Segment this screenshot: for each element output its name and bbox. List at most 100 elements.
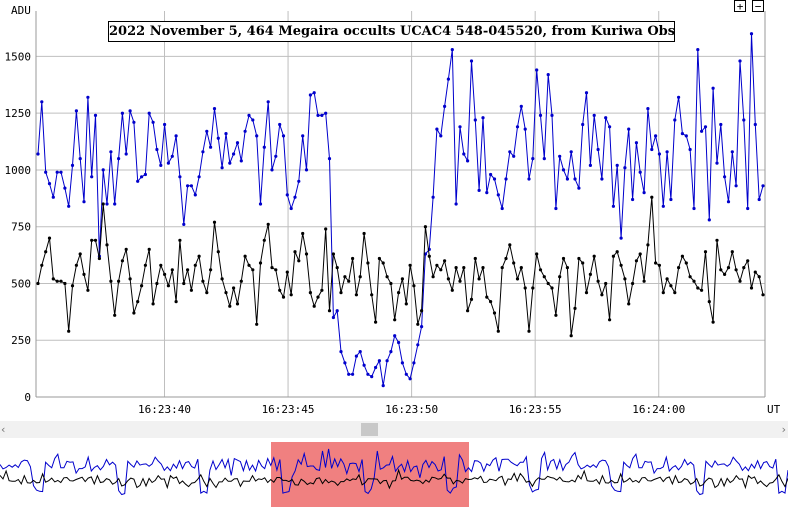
data-point xyxy=(381,384,385,388)
data-point xyxy=(304,252,309,256)
data-point xyxy=(404,372,408,376)
data-point xyxy=(608,125,612,129)
data-point xyxy=(197,254,201,258)
data-point xyxy=(654,134,658,138)
data-point xyxy=(492,177,497,181)
data-point xyxy=(703,250,708,254)
data-point xyxy=(335,309,339,313)
data-point xyxy=(446,77,450,81)
data-point xyxy=(519,104,523,108)
data-point xyxy=(657,263,662,267)
data-point xyxy=(550,286,554,290)
data-point xyxy=(458,279,462,283)
data-point xyxy=(700,129,704,133)
overview-series xyxy=(0,448,788,496)
data-point xyxy=(715,161,719,165)
data-point xyxy=(293,195,297,199)
data-point xyxy=(258,202,263,206)
data-point xyxy=(469,297,474,301)
data-point xyxy=(370,293,374,297)
data-point xyxy=(600,293,604,297)
data-point xyxy=(489,300,493,304)
data-point xyxy=(546,281,550,286)
data-point xyxy=(515,277,520,281)
data-point xyxy=(746,259,750,263)
data-point xyxy=(209,268,213,272)
data-point xyxy=(205,291,209,295)
data-point xyxy=(408,263,412,267)
data-point xyxy=(757,275,761,279)
data-point xyxy=(170,154,174,158)
scroll-left-arrow[interactable]: ‹ xyxy=(1,423,6,436)
data-point xyxy=(339,350,343,354)
zoom-in-button[interactable]: + xyxy=(734,0,746,12)
data-point xyxy=(293,250,297,254)
data-point xyxy=(285,193,289,197)
data-point xyxy=(500,206,504,211)
data-point xyxy=(140,284,144,288)
data-point xyxy=(519,266,523,270)
data-point xyxy=(163,122,167,127)
data-point xyxy=(489,172,493,177)
data-point xyxy=(327,157,332,161)
data-point xyxy=(235,302,240,306)
data-point xyxy=(216,136,220,140)
data-point xyxy=(619,236,623,240)
grid xyxy=(36,11,765,397)
data-point xyxy=(696,48,700,52)
data-point xyxy=(166,284,170,288)
data-point xyxy=(82,200,86,204)
data-point xyxy=(182,281,186,286)
data-point xyxy=(44,170,48,174)
data-point xyxy=(174,300,178,304)
data-point xyxy=(481,266,485,270)
data-point xyxy=(761,293,765,297)
data-point xyxy=(711,320,715,324)
data-point xyxy=(450,288,454,292)
data-point xyxy=(711,86,715,90)
data-point xyxy=(358,350,362,354)
series-2 xyxy=(36,195,765,338)
y-tick-label: 0 xyxy=(24,391,31,404)
y-tick-label: 1500 xyxy=(5,50,32,63)
data-point xyxy=(140,175,144,179)
data-point xyxy=(684,134,688,138)
data-point xyxy=(466,309,470,313)
data-point xyxy=(654,261,658,265)
data-point xyxy=(389,350,393,354)
data-point xyxy=(485,191,489,195)
data-point xyxy=(274,154,278,158)
data-point xyxy=(201,150,205,154)
data-point xyxy=(642,191,646,195)
data-point xyxy=(40,263,44,267)
overview-selection-window[interactable] xyxy=(271,442,469,507)
data-point xyxy=(151,120,155,124)
data-point xyxy=(412,361,416,365)
data-point xyxy=(454,266,458,270)
data-point xyxy=(351,256,355,261)
data-point xyxy=(469,59,474,63)
data-point xyxy=(117,279,121,283)
data-point xyxy=(335,266,339,270)
overview-navigator[interactable] xyxy=(0,438,788,511)
data-point xyxy=(155,147,159,152)
zoom-out-button[interactable]: − xyxy=(752,0,764,12)
data-point xyxy=(220,277,224,281)
data-point xyxy=(730,150,734,154)
data-point xyxy=(431,195,435,199)
data-point xyxy=(105,202,109,206)
scroll-thumb[interactable] xyxy=(361,423,378,436)
data-point xyxy=(565,266,570,270)
time-scrollbar[interactable]: ‹ › xyxy=(0,421,788,438)
data-point xyxy=(420,309,424,313)
data-point xyxy=(51,195,55,199)
light-curve-chart: ADU UT 0 250 500 750 1000 1250 1500 16:23:40 16:… xyxy=(5,4,781,416)
data-point xyxy=(270,168,274,172)
data-point xyxy=(512,261,516,265)
data-point xyxy=(212,220,217,224)
data-point xyxy=(255,322,259,326)
data-point xyxy=(239,159,243,163)
scroll-right-arrow[interactable]: › xyxy=(781,423,786,436)
data-point xyxy=(47,236,52,240)
data-point xyxy=(316,295,320,299)
